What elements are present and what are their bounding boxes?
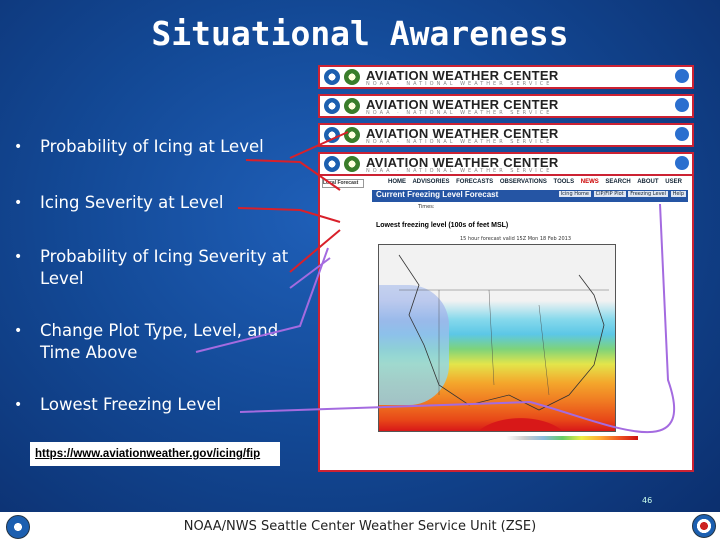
nav-advisories[interactable]: ADVISORIES [412, 179, 450, 185]
tab-help[interactable]: Help [670, 191, 686, 197]
bullet-icing-severity: • Icing Severity at Level [14, 192, 304, 214]
nav-news[interactable]: NEWS [580, 179, 599, 185]
slide-title: Situational Awareness [151, 14, 569, 53]
nws-logo-icon [344, 156, 360, 172]
footer-text: NOAA/NWS Seattle Center Weather Service … [183, 519, 537, 534]
map-title: Lowest freezing level (100s of feet MSL) [376, 222, 509, 229]
nav-observations[interactable]: OBSERVATIONS [499, 179, 547, 185]
bullet-prob-icing: • Probability of Icing at Level [14, 136, 304, 158]
bullet-text: Probability of Icing Severity at Level [40, 247, 289, 288]
globe-icon [675, 127, 689, 141]
noaa-logo-icon [324, 69, 340, 85]
globe-icon [675, 156, 689, 170]
tab-cip-fip-plot[interactable]: CIP/FIP Plot [593, 191, 626, 197]
bullet-marker: • [14, 397, 23, 413]
bullet-marker: • [14, 249, 23, 265]
awc-banner-1: AVIATION WEATHER CENTER NOAA · NATIONAL … [318, 65, 694, 89]
site-nav: Local Forecast HOME ADVISORIES FORECASTS… [320, 178, 692, 188]
banner-title: AVIATION WEATHER CENTER [366, 126, 559, 141]
noaa-logo-icon [6, 515, 30, 539]
bullet-freezing-level: • Lowest Freezing Level [14, 394, 304, 416]
nws-logo-icon [344, 127, 360, 143]
banner-subtitle: NOAA · NATIONAL WEATHER SERVICE [366, 168, 553, 174]
banner-subtitle: NOAA · NATIONAL WEATHER SERVICE [366, 139, 553, 145]
nav-about[interactable]: ABOUT [637, 179, 659, 185]
map-color-legend [506, 436, 638, 440]
nav-user[interactable]: USER [665, 179, 682, 185]
noaa-logo-icon [324, 156, 340, 172]
globe-icon [675, 98, 689, 112]
page-number: 46 [642, 496, 653, 505]
nav-home[interactable]: HOME [388, 179, 406, 185]
fip-url-link[interactable]: https://www.aviationweather.gov/icing/fi… [30, 442, 280, 466]
nav-forecasts[interactable]: FORECASTS [456, 179, 494, 185]
section-title: Current Freezing Level Forecast [376, 190, 499, 199]
times-label: Times: [418, 204, 435, 210]
tab-icing-home[interactable]: Icing Home [558, 191, 591, 197]
map-west-region [379, 285, 449, 405]
bullet-text: Icing Severity at Level [40, 193, 224, 212]
section-header: Current Freezing Level Forecast Icing Ho… [372, 190, 688, 202]
bullet-marker: • [14, 195, 23, 211]
nws-logo-icon [344, 98, 360, 114]
noaa-logo-icon [324, 127, 340, 143]
map-boundaries [398, 254, 609, 411]
globe-icon [675, 69, 689, 83]
tab-freezing-level[interactable]: Freezing Level [628, 191, 668, 197]
nws-logo-icon [344, 69, 360, 85]
banner-subtitle: NOAA · NATIONAL WEATHER SERVICE [366, 110, 553, 116]
bullet-marker: • [14, 323, 23, 339]
nav-tools[interactable]: TOOLS [553, 179, 575, 185]
freezing-level-screenshot: AVIATION WEATHER CENTER NOAA · NATIONAL … [318, 152, 694, 472]
nav-menu: HOME ADVISORIES FORECASTS OBSERVATIONS T… [388, 179, 687, 185]
banner-title: AVIATION WEATHER CENTER [366, 97, 559, 112]
search-input[interactable]: Local Forecast [322, 179, 364, 188]
awc-banner-4: AVIATION WEATHER CENTER NOAA · NATIONAL … [320, 154, 692, 176]
awc-banner-3: AVIATION WEATHER CENTER NOAA · NATIONAL … [318, 123, 694, 147]
bullet-prob-severity: • Probability of Icing Severity at Level [14, 246, 304, 290]
awc-banner-2: AVIATION WEATHER CENTER NOAA · NATIONAL … [318, 94, 694, 118]
bullet-text: Lowest Freezing Level [40, 395, 221, 414]
bullet-text: Probability of Icing at Level [40, 137, 264, 156]
banner-subtitle: NOAA · NATIONAL WEATHER SERVICE [366, 81, 553, 87]
bullet-marker: • [14, 139, 23, 155]
bullet-change-plot: • Change Plot Type, Level, and Time Abov… [14, 320, 304, 364]
nws-logo-icon [692, 514, 716, 538]
noaa-logo-icon [324, 98, 340, 114]
map-subtitle: 15 hour forecast valid 15Z Mon 18 Feb 20… [460, 236, 571, 242]
footer-bar: NOAA/NWS Seattle Center Weather Service … [0, 512, 720, 540]
banner-title: AVIATION WEATHER CENTER [366, 155, 559, 170]
icing-tabs: Icing Home CIP/FIP Plot Freezing Level H… [558, 191, 686, 197]
banner-title: AVIATION WEATHER CENTER [366, 68, 559, 83]
bullet-text: Change Plot Type, Level, and Time Above [40, 321, 279, 362]
freezing-level-map [378, 244, 616, 432]
nav-search[interactable]: SEARCH [605, 179, 631, 185]
